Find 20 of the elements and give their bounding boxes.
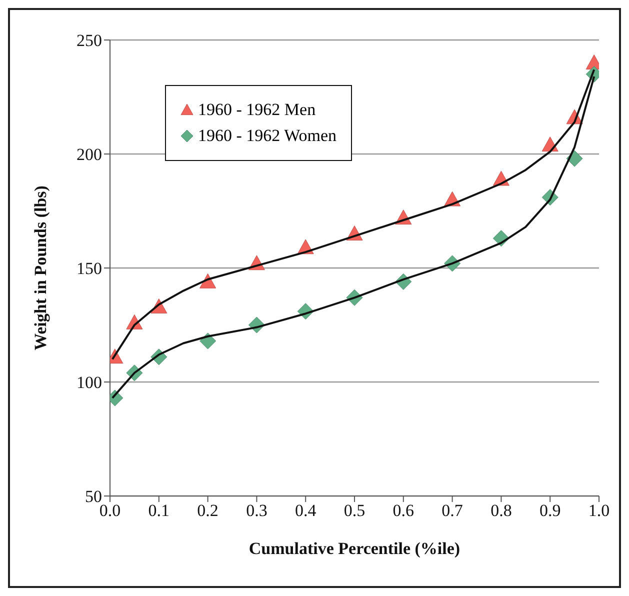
- x-axis-title: Cumulative Percentile (%ile): [248, 539, 460, 558]
- y-tick-label: 250: [76, 31, 102, 50]
- x-tick-label: 0.7: [442, 501, 464, 520]
- x-tick-label: 0.2: [197, 501, 218, 520]
- x-tick-label: 0.6: [392, 501, 414, 520]
- x-tick-label: 0.4: [294, 501, 317, 520]
- x-tick-label: 0.1: [148, 501, 170, 520]
- y-tick-label: 50: [85, 487, 102, 506]
- y-axis-title: Weight in Pounds (lbs): [31, 186, 50, 350]
- legend-label: 1960 - 1962 Men: [198, 100, 316, 120]
- x-tick-label: 0.0: [99, 501, 121, 520]
- y-tick-label: 200: [76, 145, 102, 164]
- x-tick-label: 0.8: [490, 501, 512, 520]
- y-tick-label: 100: [76, 373, 102, 392]
- y-tick-label: 150: [76, 259, 102, 278]
- x-tick-label: 1.0: [588, 501, 610, 520]
- x-tick-label: 0.9: [539, 501, 561, 520]
- x-tick-label: 0.5: [344, 501, 366, 520]
- x-tick-label: 0.3: [246, 501, 268, 520]
- legend-label: 1960 - 1962 Women: [198, 126, 337, 146]
